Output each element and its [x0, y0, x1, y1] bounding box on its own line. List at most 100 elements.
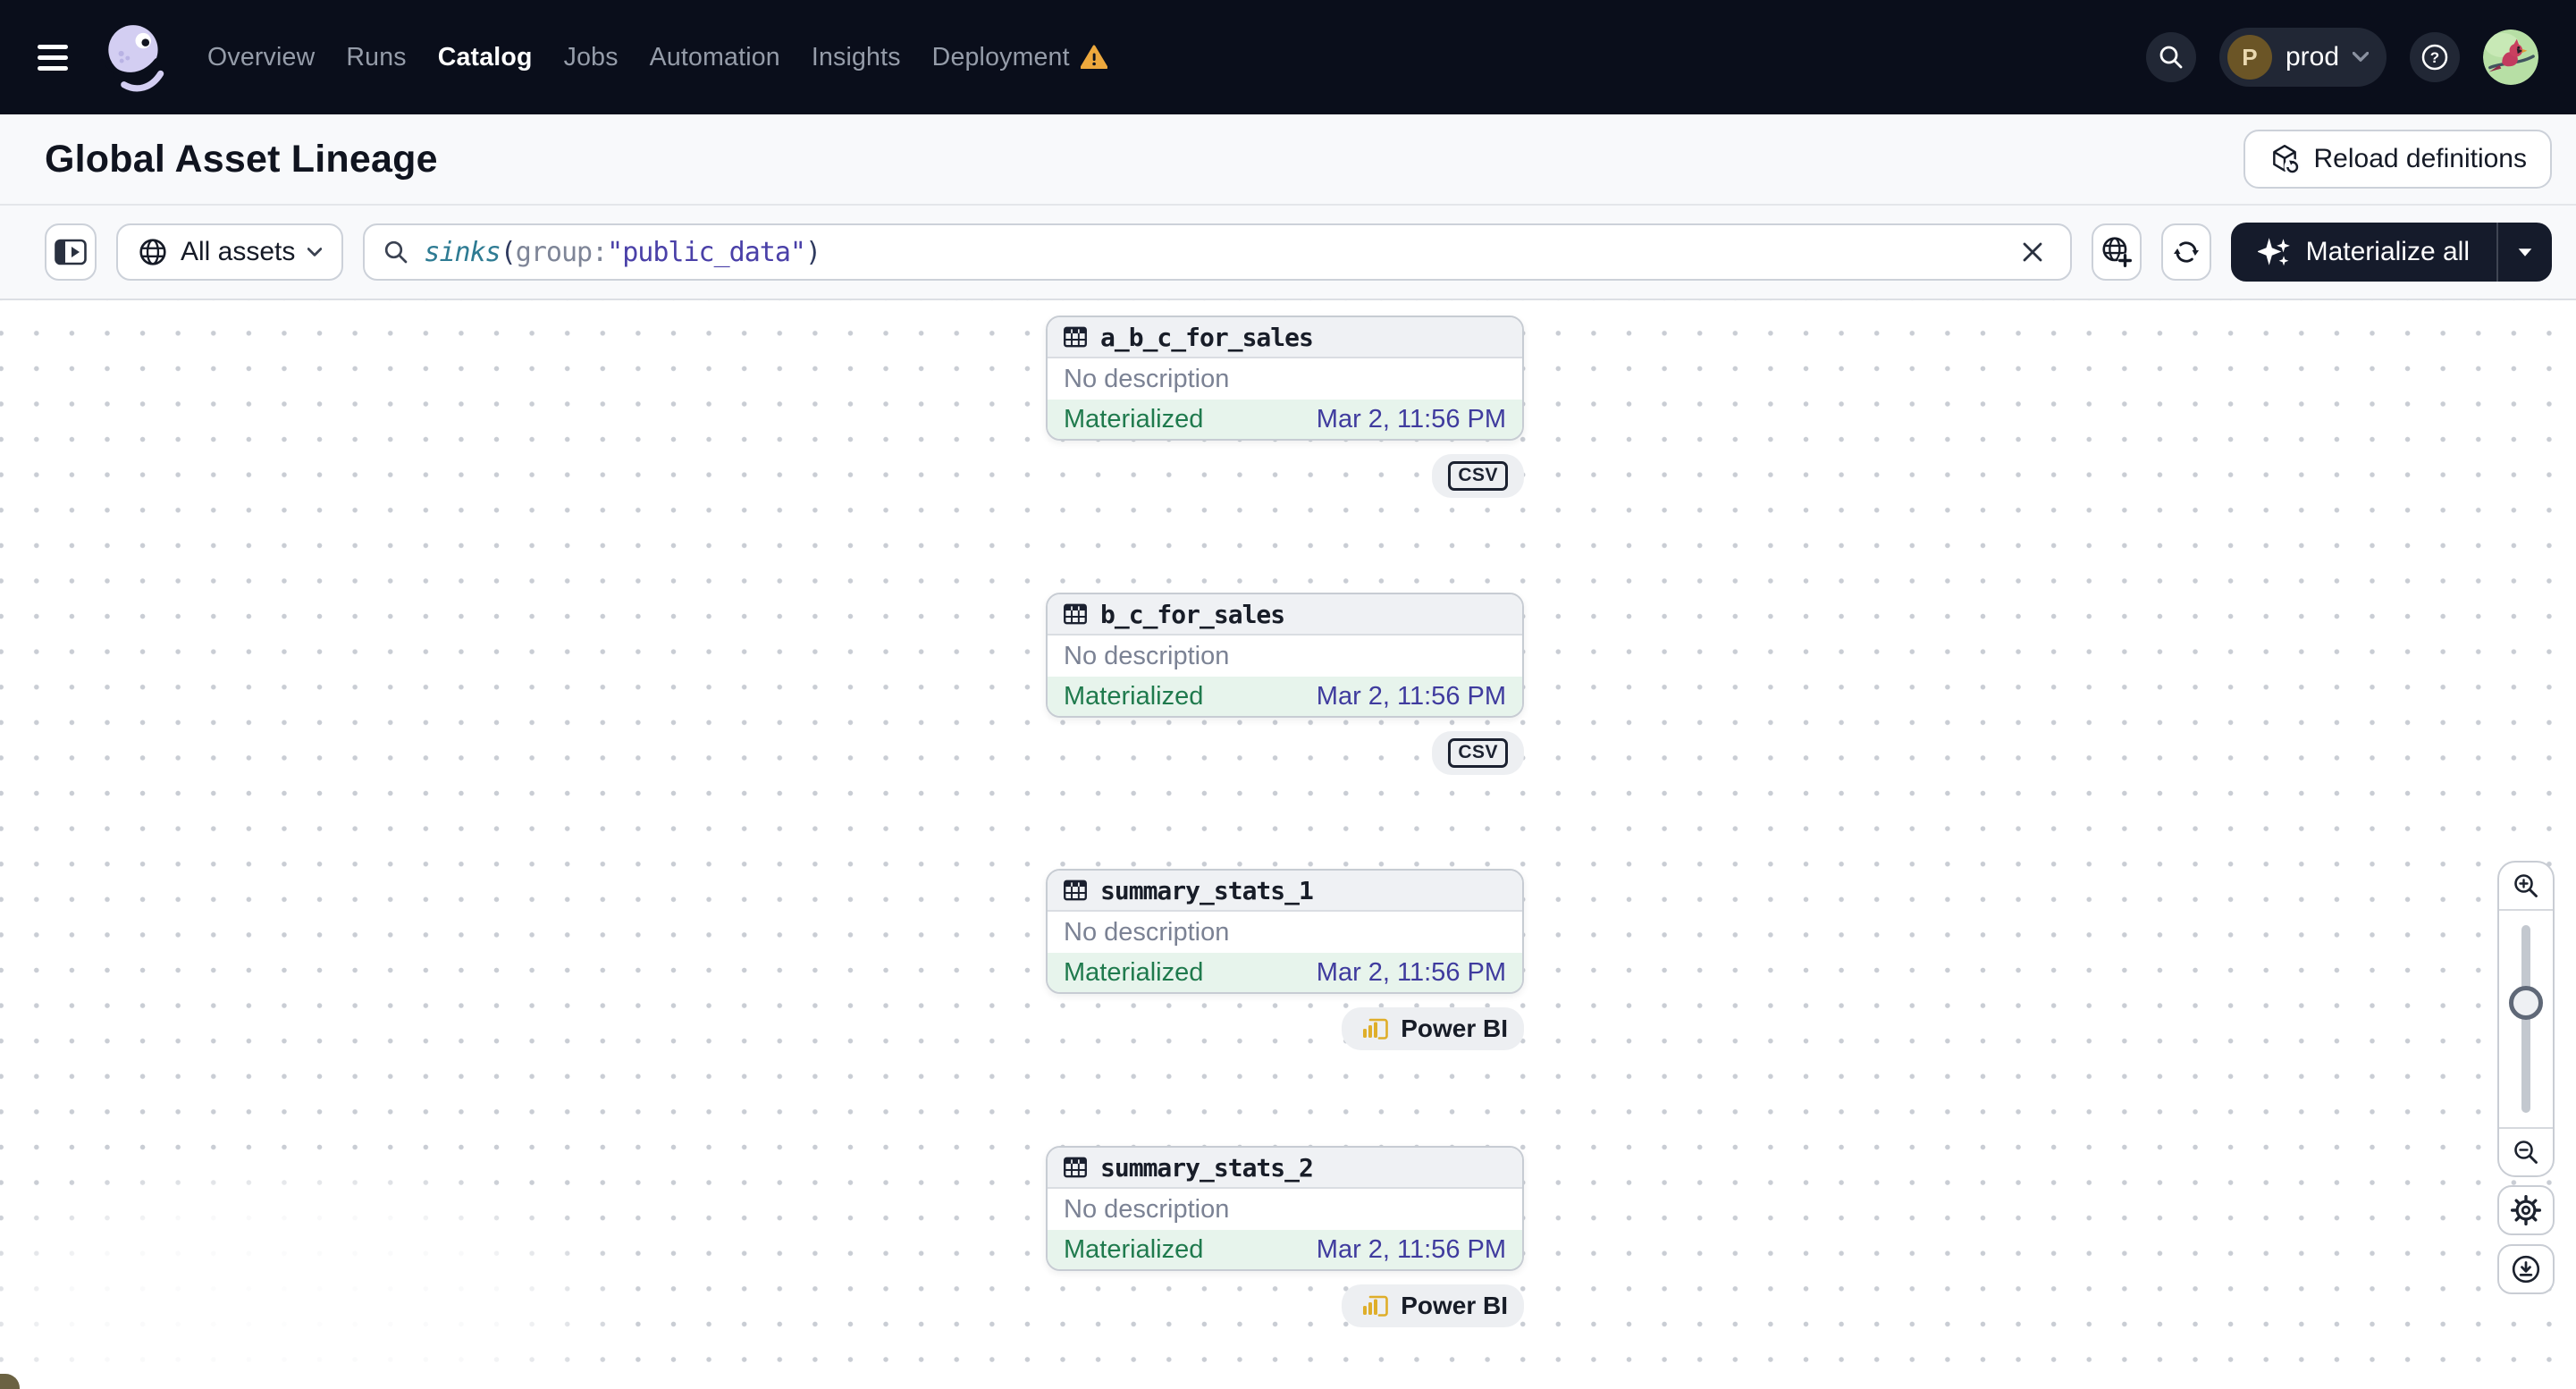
- graph-settings-button[interactable]: [2497, 1185, 2555, 1235]
- lineage-toolbar: All assets sinks(group:"public_data"): [0, 206, 2576, 300]
- asset-name: a_b_c_for_sales: [1100, 322, 1314, 352]
- title-bar: Global Asset Lineage Reload definitions: [0, 114, 2576, 206]
- chevron-down-icon: [307, 247, 323, 257]
- minimap-glow: [0, 1148, 635, 1389]
- globe-plus-icon: [2102, 237, 2133, 268]
- refresh-graph-button[interactable]: [2160, 223, 2211, 281]
- split-button-divider: [2496, 223, 2498, 282]
- zoom-controls: [2497, 861, 2555, 1177]
- kind-tag-powerbi[interactable]: Power BI: [1342, 1007, 1524, 1050]
- gear-icon: [2510, 1194, 2542, 1226]
- materialize-all-split-button: Materialize all: [2230, 223, 2552, 282]
- asset-timestamp[interactable]: Mar 2, 11:56 PM: [1316, 957, 1506, 987]
- asset-node-wrap: summary_stats_2 No description Materiali…: [1046, 1146, 1524, 1327]
- dagster-octopus-icon: [105, 25, 164, 92]
- user-avatar[interactable]: [2483, 29, 2538, 85]
- zoom-in-icon: [2514, 874, 2538, 897]
- environment-initial: P: [2227, 35, 2272, 80]
- asset-status-row: Materialized Mar 2, 11:56 PM: [1048, 677, 1522, 716]
- globe-icon: [139, 239, 166, 265]
- asset-node-header: b_c_for_sales: [1048, 594, 1522, 636]
- nav-item-insights[interactable]: Insights: [811, 42, 901, 72]
- top-nav: Overview Runs Catalog Jobs Automation In…: [0, 0, 2576, 114]
- environment-switcher[interactable]: P prod: [2218, 28, 2387, 87]
- nav-item-runs[interactable]: Runs: [346, 42, 407, 72]
- materialize-options-button[interactable]: [2498, 223, 2552, 282]
- nav-item-overview[interactable]: Overview: [207, 42, 316, 72]
- asset-status-row: Materialized Mar 2, 11:56 PM: [1048, 1230, 1522, 1269]
- reload-definitions-icon: [2272, 144, 2300, 175]
- clear-search-button[interactable]: [2013, 232, 2052, 272]
- asset-description: No description: [1064, 364, 1230, 393]
- open-side-panel-button[interactable]: [45, 223, 97, 281]
- expand-scope-button[interactable]: [2091, 223, 2142, 281]
- nav-item-automation[interactable]: Automation: [649, 42, 780, 72]
- refresh-icon: [2173, 241, 2199, 263]
- asset-status-label: Materialized: [1064, 957, 1204, 987]
- asset-node-wrap: summary_stats_1 No description Materiali…: [1046, 869, 1524, 1050]
- asset-description: No description: [1064, 641, 1230, 670]
- asset-name: summary_stats_2: [1100, 1152, 1314, 1183]
- sparkles-icon: [2257, 238, 2290, 266]
- asset-node-b_c_for_sales[interactable]: b_c_for_sales No description Materialize…: [1046, 593, 1524, 718]
- download-image-button[interactable]: [2497, 1244, 2555, 1294]
- asset-node-a_b_c_for_sales[interactable]: a_b_c_for_sales No description Materiali…: [1046, 316, 1524, 441]
- asset-node-summary_stats_1[interactable]: summary_stats_1 No description Materiali…: [1046, 869, 1524, 994]
- asset-node-header: summary_stats_2: [1048, 1148, 1522, 1189]
- kind-tag-csv[interactable]: CSV: [1432, 454, 1524, 498]
- kind-tag-csv[interactable]: CSV: [1432, 731, 1524, 775]
- table-icon: [1064, 880, 1087, 901]
- search-icon: [2159, 46, 2183, 69]
- kind-tag-powerbi[interactable]: Power BI: [1342, 1284, 1524, 1327]
- zoom-out-button[interactable]: [2499, 1129, 2553, 1175]
- powerbi-icon: [1363, 1295, 1388, 1317]
- asset-kind-row: Power BI: [1046, 1284, 1524, 1327]
- chevron-down-icon: [2353, 52, 2369, 62]
- asset-selection-query: sinks(group:"public_data"): [424, 236, 821, 268]
- asset-status-label: Materialized: [1064, 404, 1204, 434]
- powerbi-icon: [1363, 1018, 1388, 1040]
- asset-selection-input[interactable]: sinks(group:"public_data"): [363, 223, 2072, 281]
- warning-icon: [1080, 45, 1107, 69]
- asset-scope-dropdown[interactable]: All assets: [116, 223, 344, 281]
- panel-toggle-icon: [55, 239, 87, 265]
- csv-icon: CSV: [1448, 461, 1508, 491]
- svg-text:?: ?: [2430, 49, 2439, 66]
- asset-kind-row: CSV: [1046, 731, 1524, 775]
- asset-node-header: summary_stats_1: [1048, 871, 1522, 912]
- help-button[interactable]: ?: [2410, 32, 2460, 82]
- asset-scope-label: All assets: [181, 237, 296, 266]
- lineage-graph-canvas[interactable]: a_b_c_for_sales No description Materiali…: [0, 300, 2576, 1389]
- asset-timestamp[interactable]: Mar 2, 11:56 PM: [1316, 404, 1506, 434]
- hamburger-menu-icon[interactable]: [38, 44, 73, 71]
- asset-node-summary_stats_2[interactable]: summary_stats_2 No description Materiali…: [1046, 1146, 1524, 1271]
- asset-timestamp[interactable]: Mar 2, 11:56 PM: [1316, 681, 1506, 711]
- zoom-slider-thumb[interactable]: [2509, 986, 2543, 1020]
- global-search-button[interactable]: [2145, 32, 2196, 82]
- asset-timestamp[interactable]: Mar 2, 11:56 PM: [1316, 1234, 1506, 1264]
- nav-item-jobs[interactable]: Jobs: [563, 42, 619, 72]
- asset-status-row: Materialized Mar 2, 11:56 PM: [1048, 953, 1522, 992]
- nav-item-catalog[interactable]: Catalog: [437, 42, 533, 72]
- materialize-all-button[interactable]: Materialize all: [2231, 223, 2496, 282]
- dagster-logo[interactable]: [97, 19, 173, 96]
- zoom-slider[interactable]: [2499, 909, 2553, 1129]
- nav-item-deployment[interactable]: Deployment: [932, 43, 1107, 72]
- close-icon: [2023, 242, 2041, 262]
- zoom-out-icon: [2514, 1141, 2538, 1164]
- minimap-corner: [0, 1374, 20, 1389]
- download-icon: [2512, 1255, 2540, 1284]
- page-title: Global Asset Lineage: [45, 137, 438, 181]
- asset-name: summary_stats_1: [1100, 875, 1314, 905]
- reload-definitions-button[interactable]: Reload definitions: [2243, 130, 2552, 189]
- asset-kind-row: Power BI: [1046, 1007, 1524, 1050]
- kind-tag-label: Power BI: [1401, 1014, 1508, 1042]
- asset-description: No description: [1064, 917, 1230, 947]
- table-icon: [1064, 326, 1087, 348]
- reload-definitions-label: Reload definitions: [2313, 144, 2528, 173]
- primary-nav: Overview Runs Catalog Jobs Automation In…: [207, 43, 1107, 72]
- asset-description: No description: [1064, 1194, 1230, 1224]
- asset-name: b_c_for_sales: [1100, 599, 1285, 629]
- zoom-in-button[interactable]: [2499, 863, 2553, 909]
- help-icon: ?: [2421, 44, 2448, 71]
